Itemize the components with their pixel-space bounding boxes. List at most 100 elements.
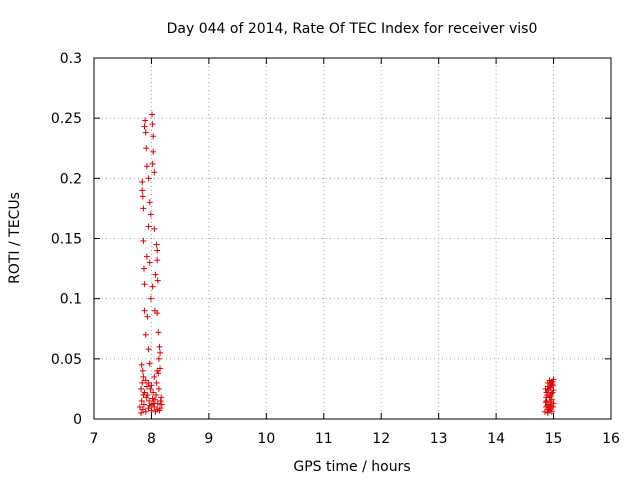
data-point xyxy=(143,383,150,390)
x-tick-label: 12 xyxy=(372,431,390,447)
data-point xyxy=(143,253,150,260)
axis-ticks: 7 8 9 10 11 12 13 14 15 16 0 0.05 0.1 0.15 0.2 0.25 0.3 xyxy=(51,51,620,447)
data-point xyxy=(143,145,150,152)
data-point xyxy=(142,408,149,415)
data-point xyxy=(158,394,165,401)
data-point xyxy=(147,295,154,302)
data-point xyxy=(149,395,156,402)
data-point xyxy=(147,385,154,392)
data-point xyxy=(138,409,145,416)
data-point xyxy=(148,407,155,414)
y-tick-label: 0.1 xyxy=(60,292,82,308)
data-point xyxy=(157,397,164,404)
data-point xyxy=(152,408,159,415)
data-point xyxy=(142,129,149,136)
x-tick-label: 16 xyxy=(602,431,620,447)
data-point xyxy=(138,361,145,368)
data-point xyxy=(550,400,557,407)
data-point xyxy=(150,400,157,407)
data-point xyxy=(158,401,165,408)
data-point xyxy=(138,397,145,404)
x-tick-label: 11 xyxy=(315,431,333,447)
data-point xyxy=(150,133,157,140)
data-point xyxy=(155,370,162,377)
y-tick-label: 0.05 xyxy=(51,352,82,368)
data-point xyxy=(157,349,164,356)
data-point xyxy=(151,373,158,380)
data-point xyxy=(155,355,162,362)
x-axis-title: GPS time / hours xyxy=(293,459,410,475)
data-point xyxy=(153,391,160,398)
data-points xyxy=(136,111,557,416)
data-point xyxy=(142,117,149,124)
data-point xyxy=(151,225,158,232)
data-point xyxy=(154,277,161,284)
data-point xyxy=(146,259,153,266)
y-tick-label: 0 xyxy=(73,412,82,428)
data-point xyxy=(140,265,147,272)
data-point xyxy=(145,223,152,230)
data-point xyxy=(154,257,161,264)
data-point xyxy=(145,346,152,353)
data-point xyxy=(543,394,550,401)
data-point xyxy=(155,385,162,392)
data-point xyxy=(541,408,548,415)
data-point xyxy=(547,393,554,400)
data-point xyxy=(140,205,147,212)
data-point xyxy=(549,403,556,410)
data-point xyxy=(150,148,157,155)
data-point xyxy=(142,331,149,338)
data-point xyxy=(149,121,156,128)
data-point xyxy=(139,367,146,374)
data-point xyxy=(140,391,147,398)
data-point xyxy=(141,123,148,130)
data-point xyxy=(139,193,146,200)
data-point xyxy=(544,402,551,409)
data-point xyxy=(146,199,153,206)
data-point xyxy=(148,382,155,389)
data-point xyxy=(140,237,147,244)
data-point xyxy=(140,373,147,380)
data-point xyxy=(147,211,154,218)
data-point xyxy=(542,399,549,406)
x-tick-label: 7 xyxy=(90,431,99,447)
data-point xyxy=(139,187,146,194)
x-tick-label: 14 xyxy=(487,431,505,447)
data-point xyxy=(152,271,159,278)
data-point xyxy=(547,399,554,406)
data-point xyxy=(141,307,148,314)
data-point xyxy=(157,365,164,372)
data-point xyxy=(139,379,146,386)
y-tick-label: 0.25 xyxy=(51,111,82,127)
data-point xyxy=(549,382,556,389)
data-point xyxy=(151,169,158,176)
data-point xyxy=(156,407,163,414)
data-point xyxy=(146,402,153,409)
y-tick-label: 0.2 xyxy=(60,171,82,187)
x-tick-label: 10 xyxy=(257,431,275,447)
data-point xyxy=(139,178,146,185)
data-point xyxy=(143,163,150,170)
x-tick-label: 13 xyxy=(430,431,448,447)
x-tick-label: 9 xyxy=(204,431,213,447)
data-point xyxy=(146,397,153,404)
data-point xyxy=(146,360,153,367)
chart-title: Day 044 of 2014, Rate Of TEC Index for r… xyxy=(167,21,538,37)
data-point xyxy=(149,111,156,118)
x-tick-label: 8 xyxy=(147,431,156,447)
data-point xyxy=(156,343,163,350)
data-point xyxy=(153,241,160,248)
data-point xyxy=(543,397,550,404)
data-point xyxy=(141,281,148,288)
data-point xyxy=(542,385,549,392)
data-point xyxy=(544,379,551,386)
data-point xyxy=(154,247,161,254)
data-point xyxy=(144,313,151,320)
data-point xyxy=(153,379,160,386)
data-point xyxy=(149,160,156,167)
data-point xyxy=(548,381,555,388)
data-point xyxy=(543,389,550,396)
plot-frame xyxy=(93,57,612,420)
y-tick-label: 0.15 xyxy=(51,232,82,248)
